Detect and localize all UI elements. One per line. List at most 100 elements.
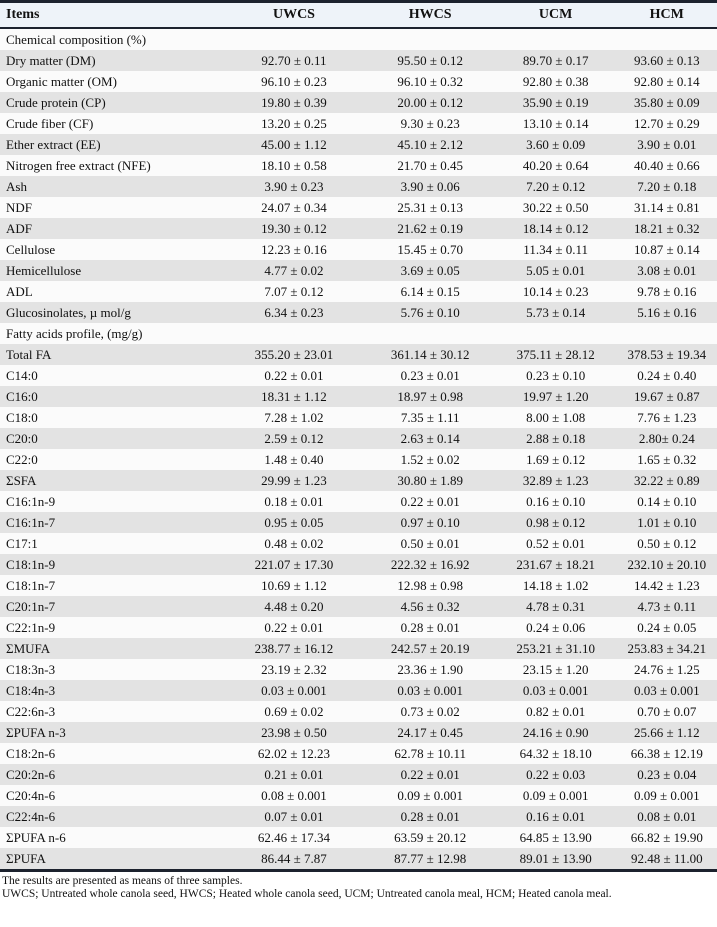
value-cell: 18.31 ± 1.12 [261, 389, 327, 404]
item-label: C22:6n-3 [6, 704, 56, 719]
value-cell: 45.00 ± 1.12 [261, 137, 327, 152]
value-cell: 12.98 ± 0.98 [397, 578, 463, 593]
column-header-ucm: UCM [494, 1, 617, 29]
value-cell: 64.32 ± 18.10 [519, 746, 592, 761]
value-cell: 0.21 ± 0.01 [264, 767, 324, 782]
value-cell: 1.52 ± 0.02 [400, 452, 460, 467]
value-cell: 0.03 ± 0.001 [397, 683, 463, 698]
value-cell: 5.16 ± 0.16 [637, 305, 697, 320]
item-label: ΣSFA [6, 473, 37, 488]
value-cell: 20.00 ± 0.12 [397, 95, 463, 110]
value-cell: 0.69 ± 0.02 [264, 704, 324, 719]
value-cell: 0.28 ± 0.01 [400, 809, 460, 824]
item-label: Crude protein (CP) [6, 95, 106, 110]
value-cell: 0.48 ± 0.02 [264, 536, 324, 551]
table-row: C18:4n-3 0.03 ± 0.001 0.03 ± 0.001 0.03 ± 0… [0, 680, 717, 701]
value-cell: 35.90 ± 0.19 [522, 95, 589, 110]
table-row: NDF 24.07 ± 0.34 25.31 ± 0.13 30.22 ± 0.50 3… [0, 197, 717, 218]
value-cell: 0.09 ± 0.001 [633, 788, 700, 803]
table-row: C22:4n-6 0.07 ± 0.01 0.28 ± 0.01 0.16 ± 0.0… [0, 806, 717, 827]
table-row: ΣPUFA 86.44 ± 7.87 87.77 ± 12.98 89.01 ± 13… [0, 848, 717, 871]
value-cell: 3.69 ± 0.05 [400, 263, 460, 278]
value-cell: 0.09 ± 0.001 [397, 788, 463, 803]
value-cell: 0.22 ± 0.01 [400, 494, 460, 509]
value-cell: 18.21 ± 0.32 [633, 221, 700, 236]
value-cell: 4.48 ± 0.20 [264, 599, 324, 614]
value-cell: 24.17 ± 0.45 [397, 725, 463, 740]
value-cell: 18.97 ± 0.98 [397, 389, 463, 404]
value-cell: 0.98 ± 0.12 [526, 515, 586, 530]
value-cell: 0.23 ± 0.10 [526, 368, 586, 383]
table-row: ΣSFA 29.99 ± 1.23 30.80 ± 1.89 32.89 ± 1.23… [0, 470, 717, 491]
value-cell: 4.73 ± 0.11 [637, 599, 697, 614]
item-label: ΣMUFA [6, 641, 51, 656]
value-cell: 0.50 ± 0.12 [637, 536, 697, 551]
table-row: Organic matter (OM) 96.10 ± 0.23 96.10 ± 0… [0, 71, 717, 92]
value-cell: 4.56 ± 0.32 [400, 599, 460, 614]
table-row: Crude fiber (CF) 13.20 ± 0.25 9.30 ± 0.23 1… [0, 113, 717, 134]
value-cell: 12.70 ± 0.29 [633, 116, 700, 131]
value-cell: 2.63 ± 0.14 [400, 431, 460, 446]
value-cell: 11.34 ± 0.11 [523, 242, 588, 257]
value-cell: 9.30 ± 0.23 [400, 116, 460, 131]
table-row: C20:2n-6 0.21 ± 0.01 0.22 ± 0.01 0.22 ± 0.0… [0, 764, 717, 785]
value-cell: 3.90 ± 0.01 [637, 137, 697, 152]
value-cell: 10.69 ± 1.12 [261, 578, 327, 593]
value-cell: 0.24 ± 0.05 [637, 620, 697, 635]
value-cell: 378.53 ± 19.34 [627, 347, 707, 362]
table-row: ΣMUFA 238.77 ± 16.12 242.57 ± 20.19 253.21 … [0, 638, 717, 659]
item-label: Crude fiber (CF) [6, 116, 94, 131]
column-header-items: Items [0, 1, 223, 29]
table-row: C18:0 7.28 ± 1.02 7.35 ± 1.11 8.00 ± 1.08 7.… [0, 407, 717, 428]
item-label: C18:3n-3 [6, 662, 56, 677]
value-cell: 0.24 ± 0.40 [637, 368, 697, 383]
table-row: C18:1n-7 10.69 ± 1.12 12.98 ± 0.98 14.18 ± … [0, 575, 717, 596]
value-cell: 375.11 ± 28.12 [516, 347, 595, 362]
value-cell: 3.90 ± 0.06 [400, 179, 460, 194]
item-label: Ash [6, 179, 27, 194]
item-label: NDF [6, 200, 33, 215]
value-cell: 96.10 ± 0.23 [261, 74, 327, 89]
item-label: Ether extract (EE) [6, 137, 101, 152]
value-cell: 6.14 ± 0.15 [400, 284, 460, 299]
value-cell: 0.22 ± 0.01 [264, 620, 324, 635]
value-cell: 0.50 ± 0.01 [400, 536, 460, 551]
value-cell: 40.20 ± 0.64 [522, 158, 589, 173]
value-cell: 2.59 ± 0.12 [264, 431, 324, 446]
table-row: C20:4n-6 0.08 ± 0.001 0.09 ± 0.001 0.09 ± 0… [0, 785, 717, 806]
value-cell: 2.80± 0.24 [638, 431, 695, 446]
table-row: C22:0 1.48 ± 0.40 1.52 ± 0.02 1.69 ± 0.12 1.… [0, 449, 717, 470]
value-cell: 93.60 ± 0.13 [633, 53, 700, 68]
section-label: Chemical composition (%) [6, 32, 147, 47]
table-row: C22:1n-9 0.22 ± 0.01 0.28 ± 0.01 0.24 ± 0.0… [0, 617, 717, 638]
table-row: C14:0 0.22 ± 0.01 0.23 ± 0.01 0.23 ± 0.10 0.… [0, 365, 717, 386]
column-header-hcm: HCM [616, 1, 717, 29]
value-cell: 62.78 ± 10.11 [394, 746, 466, 761]
value-cell: 23.98 ± 0.50 [261, 725, 327, 740]
item-label: C17:1 [6, 536, 38, 551]
table-row: ΣPUFA n-6 62.46 ± 17.34 63.59 ± 20.12 64.85… [0, 827, 717, 848]
value-cell: 4.77 ± 0.02 [264, 263, 324, 278]
item-label: Glucosinolates, µ mol/g [6, 305, 131, 320]
item-label: C16:1n-7 [6, 515, 56, 530]
value-cell: 86.44 ± 7.87 [261, 851, 327, 866]
value-cell: 66.38 ± 12.19 [630, 746, 703, 761]
value-cell: 89.70 ± 0.17 [522, 53, 589, 68]
value-cell: 32.22 ± 0.89 [633, 473, 700, 488]
value-cell: 232.10 ± 20.10 [627, 557, 707, 572]
value-cell: 7.20 ± 0.12 [526, 179, 586, 194]
table-row: C18:1n-9 221.07 ± 17.30 222.32 ± 16.92 231.… [0, 554, 717, 575]
value-cell: 222.32 ± 16.92 [390, 557, 470, 572]
value-cell: 24.16 ± 0.90 [522, 725, 589, 740]
item-label: C14:0 [6, 368, 38, 383]
value-cell: 0.23 ± 0.01 [400, 368, 460, 383]
value-cell: 0.95 ± 0.05 [264, 515, 324, 530]
value-cell: 0.16 ± 0.10 [526, 494, 586, 509]
item-label: C18:1n-7 [6, 578, 56, 593]
value-cell: 23.19 ± 2.32 [261, 662, 327, 677]
table-row: C20:0 2.59 ± 0.12 2.63 ± 0.14 2.88 ± 0.18 2.… [0, 428, 717, 449]
value-cell: 8.00 ± 1.08 [526, 410, 586, 425]
value-cell: 0.22 ± 0.01 [400, 767, 460, 782]
value-cell: 7.35 ± 1.11 [400, 410, 460, 425]
